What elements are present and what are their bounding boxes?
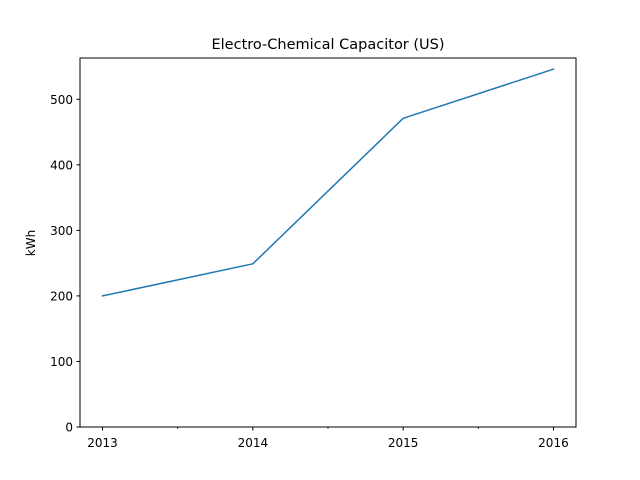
axes-frame (79, 57, 577, 428)
y-tick-label: 500 (50, 93, 73, 107)
x-tick-label: 2013 (87, 436, 118, 450)
y-tick-label: 100 (50, 355, 73, 369)
chart-title: Electro-Chemical Capacitor (US) (211, 37, 444, 53)
y-tick-label: 400 (50, 158, 73, 172)
y-tick-label: 200 (50, 289, 73, 303)
y-tick-label: 0 (65, 421, 73, 435)
x-tick-label: 2015 (388, 436, 419, 450)
y-axis-label: kWh (24, 230, 38, 256)
x-tick-label: 2014 (238, 436, 269, 450)
y-tick-label: 300 (50, 224, 73, 238)
x-tick-label: 2016 (538, 436, 569, 450)
series-line (101, 68, 555, 297)
plot-area: 0 100 200 300 400 500 2013 2014 2015 2016 (50, 68, 569, 450)
